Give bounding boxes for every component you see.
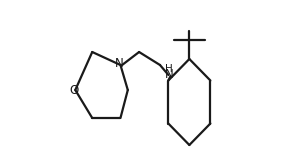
Text: H: H bbox=[166, 64, 173, 74]
Text: O: O bbox=[69, 83, 78, 96]
Text: N: N bbox=[165, 68, 174, 81]
Text: N: N bbox=[115, 56, 123, 70]
